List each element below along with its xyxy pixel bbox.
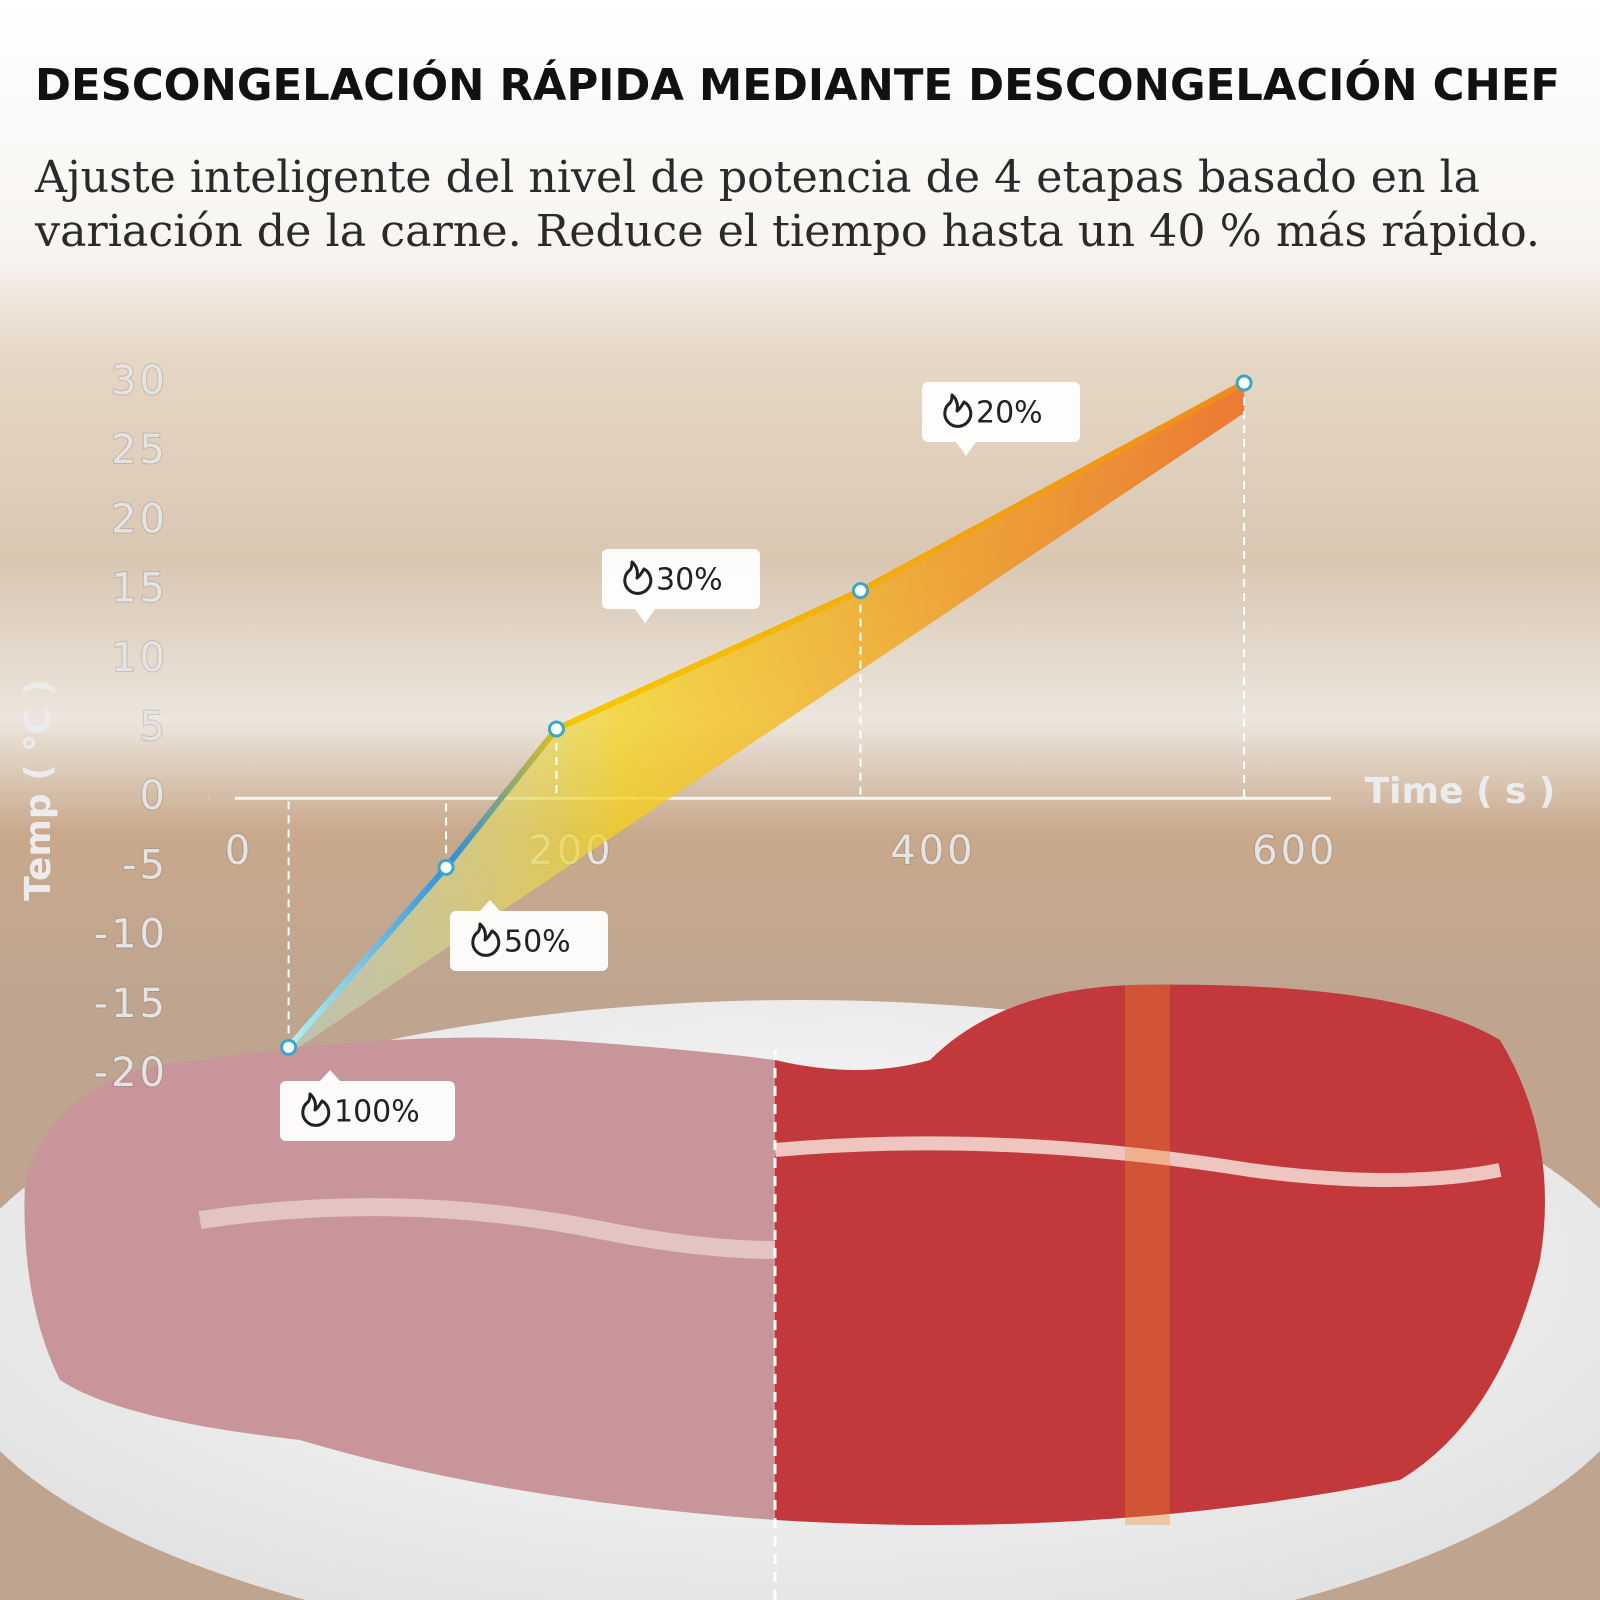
y-tick-label: 5 bbox=[140, 704, 168, 750]
flame-icon bbox=[471, 922, 501, 957]
y-tick-label: -15 bbox=[94, 981, 168, 1027]
flame-icon bbox=[623, 560, 653, 595]
annotation-label: 100% bbox=[334, 1095, 420, 1130]
annotation-label: 20% bbox=[976, 396, 1043, 431]
y-tick-label: 0 bbox=[140, 773, 168, 819]
y-tick-label: 10 bbox=[111, 635, 168, 681]
subtitle: Ajuste inteligente del nivel de potencia… bbox=[34, 152, 1480, 203]
x-tick-label: 400 bbox=[890, 828, 975, 874]
annotation: 100% bbox=[280, 1070, 455, 1141]
point bbox=[280, 1038, 298, 1056]
thawed-meat bbox=[775, 984, 1545, 1525]
annotation-box bbox=[280, 1081, 455, 1141]
point bbox=[547, 720, 565, 738]
y-tick-label: 20 bbox=[111, 496, 168, 542]
meat-fat bbox=[774, 1136, 1502, 1187]
y-tick-label: 15 bbox=[111, 566, 168, 612]
y-tick-label: -20 bbox=[94, 1050, 168, 1096]
annotation-pointer bbox=[956, 442, 976, 456]
annotation: 20% bbox=[922, 382, 1080, 456]
flame-icon bbox=[943, 393, 973, 428]
annotation-label: 30% bbox=[656, 563, 723, 598]
y-tick-label: 30 bbox=[111, 358, 168, 404]
y-tick-label: -5 bbox=[122, 842, 168, 888]
y-axis-label: Temp ( ℃ ) bbox=[18, 679, 59, 901]
flame-icon bbox=[301, 1092, 331, 1127]
point bbox=[851, 582, 869, 600]
frozen-meat bbox=[24, 1037, 775, 1520]
title: DESCONGELACIÓN RÁPIDA MEDIANTE DESCONGEL… bbox=[35, 58, 1560, 111]
y-tick-label: -10 bbox=[94, 912, 168, 958]
annotation-pointer bbox=[635, 609, 655, 623]
annotation-label: 50% bbox=[504, 925, 571, 960]
area bbox=[288, 383, 1245, 1048]
y-tick-label: 25 bbox=[111, 427, 168, 473]
meat-fat bbox=[198, 1198, 776, 1259]
annotation-pointer bbox=[320, 1070, 340, 1081]
annotation-pointer bbox=[480, 900, 500, 911]
highlight-band bbox=[1125, 985, 1170, 1525]
x-tick-label: 600 bbox=[1252, 828, 1337, 874]
annotation: 30% bbox=[602, 549, 760, 623]
x-axis-label: Time ( s ) bbox=[1365, 771, 1556, 812]
point bbox=[1235, 374, 1253, 392]
annotation: 50% bbox=[450, 900, 608, 971]
point bbox=[437, 858, 455, 876]
x-tick-label: 0 bbox=[225, 828, 253, 874]
subtitle: variación de la carne. Reduce el tiempo … bbox=[34, 206, 1540, 257]
